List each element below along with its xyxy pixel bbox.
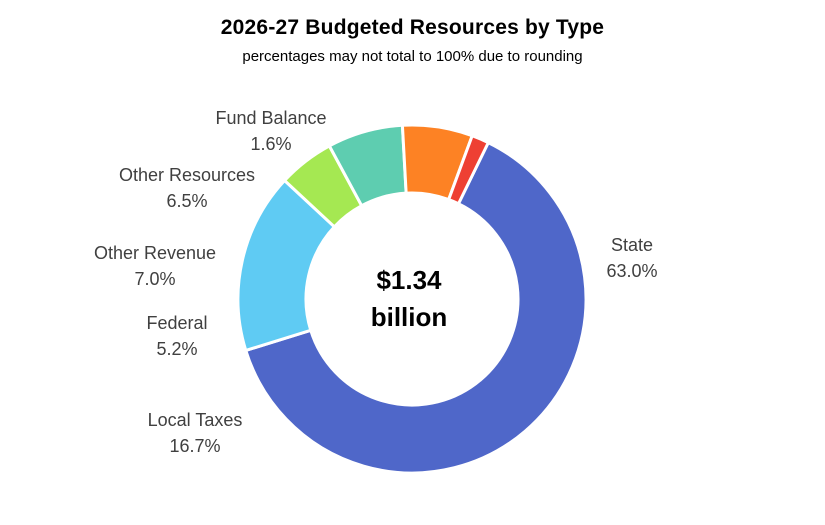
center-unit: billion [371, 302, 448, 332]
chart-title: 2026-27 Budgeted Resources by Type [220, 16, 605, 39]
slice-value-local-taxes: 16.7% [169, 436, 220, 456]
slice-value-state: 63.0% [606, 261, 657, 281]
slice-value-other-revenue: 7.0% [134, 269, 175, 289]
slice-label-other-revenue: Other Revenue [94, 243, 216, 263]
slice-state [244, 141, 588, 475]
slice-value-federal: 5.2% [156, 339, 197, 359]
slice-fund-balance [447, 134, 490, 206]
slice-value-fund-balance: 1.6% [250, 134, 291, 154]
slice-label-fund-balance: Fund Balance [215, 108, 326, 128]
slice-label-federal: Federal [146, 313, 207, 333]
slice-label-other-resources: Other Resources [119, 165, 255, 185]
center-amount: $1.34 [376, 265, 442, 295]
slice-label-local-taxes: Local Taxes [148, 410, 243, 430]
slice-label-state: State [611, 235, 653, 255]
slice-value-other-resources: 6.5% [166, 191, 207, 211]
chart-subtitle: percentages may not total to 100% due to… [242, 48, 583, 65]
